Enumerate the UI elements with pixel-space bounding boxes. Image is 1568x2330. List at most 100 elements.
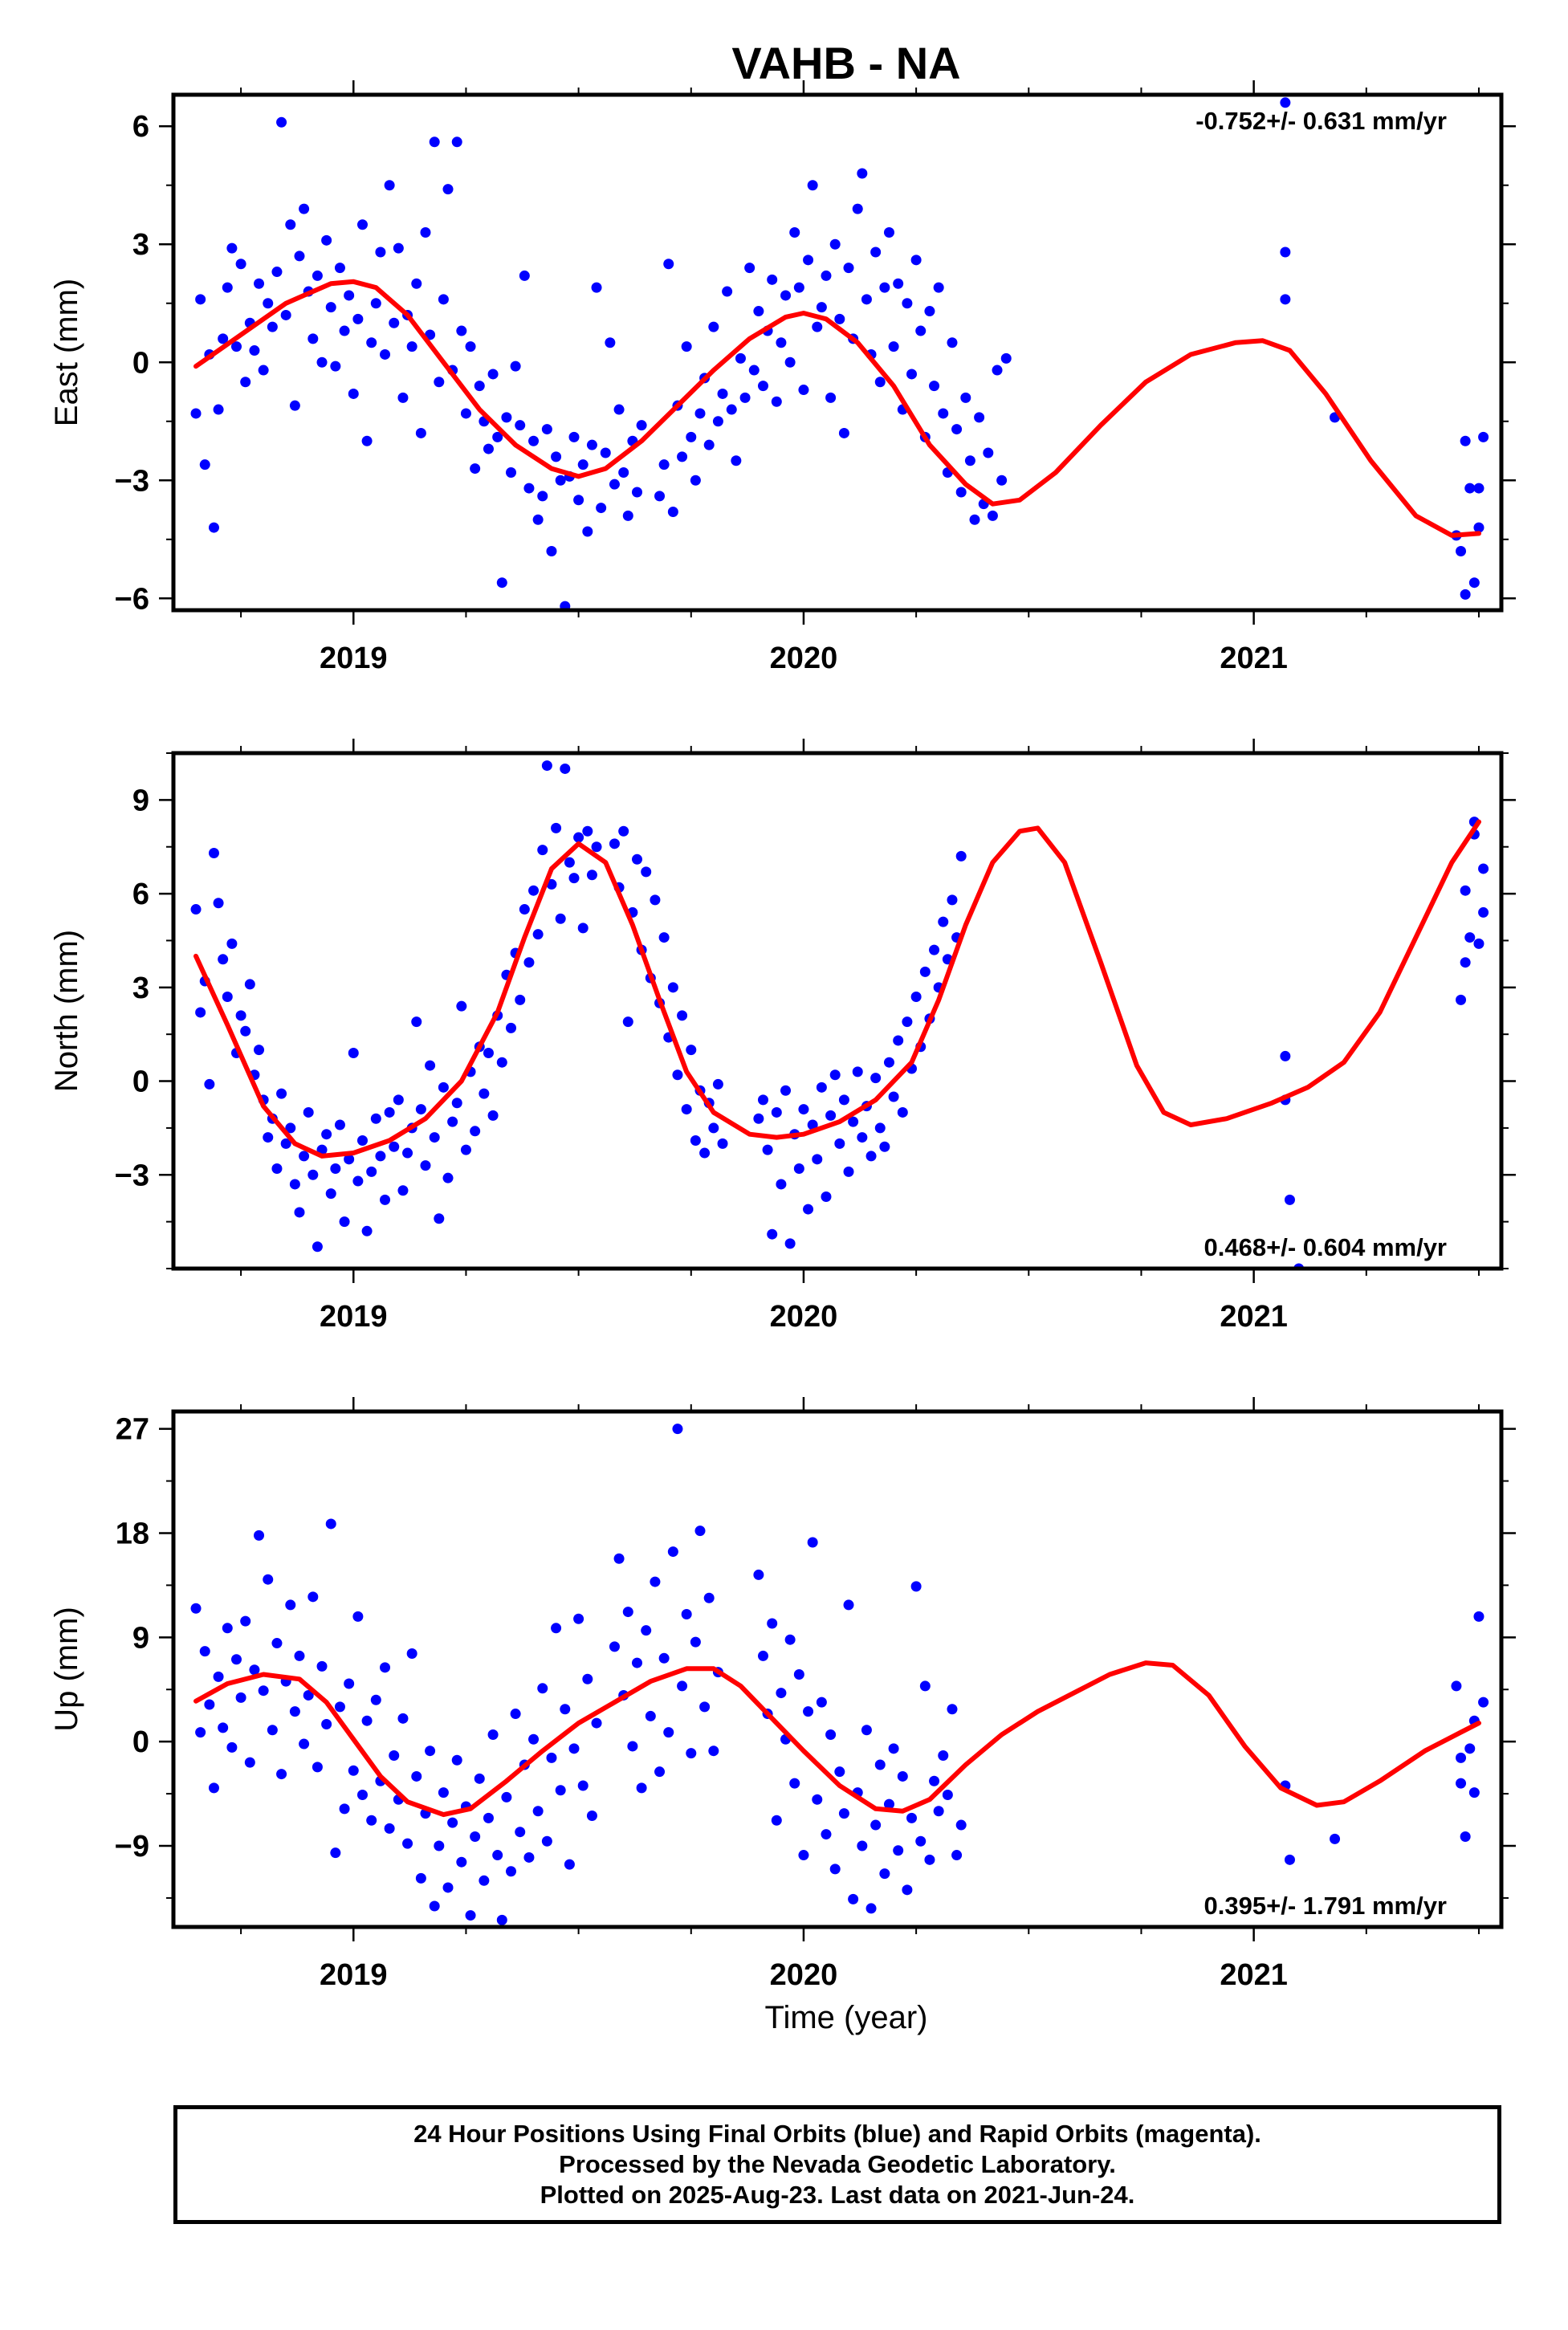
up-data-point xyxy=(254,1530,265,1541)
north-data-point xyxy=(312,1241,323,1253)
north-data-point xyxy=(280,1138,291,1149)
east-data-point xyxy=(429,136,440,148)
up-data-point xyxy=(879,1868,890,1880)
east-data-point xyxy=(708,321,719,332)
east-data-point xyxy=(370,298,381,309)
east-data-point xyxy=(893,278,904,289)
north-data-point xyxy=(339,1216,350,1228)
up-data-point xyxy=(812,1794,823,1805)
north-data-point xyxy=(753,1113,764,1124)
east-data-point xyxy=(857,168,868,179)
north-data-point xyxy=(235,1010,246,1021)
east-data-point xyxy=(492,431,503,442)
up-y-axis-label: Up (mm) xyxy=(49,1607,84,1732)
east-data-point xyxy=(906,369,918,380)
east-data-point xyxy=(528,435,540,446)
north-data-point xyxy=(717,1138,728,1149)
north-data-point xyxy=(190,904,202,915)
east-data-point xyxy=(852,203,863,214)
east-data-point xyxy=(334,263,345,274)
east-data-point xyxy=(361,435,373,446)
east-data-point xyxy=(722,286,733,297)
up-data-point xyxy=(821,1829,832,1840)
east-data-point xyxy=(861,294,872,305)
east-data-point xyxy=(870,246,882,258)
north-data-point xyxy=(865,1151,877,1162)
north-data-point xyxy=(1460,885,1471,896)
north-data-point xyxy=(356,1134,368,1146)
east-data-point xyxy=(411,278,422,289)
up-data-point xyxy=(609,1641,620,1652)
up-x-tick-label: 2021 xyxy=(1220,1958,1288,1992)
up-y-tick-label: 18 xyxy=(116,1517,149,1550)
north-data-point xyxy=(285,1122,296,1134)
east-y-tick-label: 0 xyxy=(132,346,149,380)
east-fit-line xyxy=(193,279,1481,538)
east-data-point xyxy=(226,242,238,254)
x-axis-label: Time (year) xyxy=(765,2000,928,2035)
east-data-point xyxy=(915,325,927,336)
up-data-point xyxy=(888,1743,899,1754)
north-data-point xyxy=(848,1116,859,1127)
north-data-point xyxy=(222,991,233,1002)
up-data-point xyxy=(848,1893,859,1904)
north-data-point xyxy=(893,1035,904,1046)
east-data-point xyxy=(731,455,742,466)
north-data-point xyxy=(1464,932,1476,943)
up-x-tick-label: 2019 xyxy=(320,1958,388,1992)
east-data-point xyxy=(420,227,431,238)
up-data-point xyxy=(474,1773,485,1784)
north-data-point xyxy=(294,1207,305,1218)
up-data-point xyxy=(816,1697,827,1708)
east-data-point xyxy=(983,447,994,458)
up-data-point xyxy=(465,1910,476,1921)
east-data-point xyxy=(460,408,471,419)
north-data-point xyxy=(776,1179,787,1190)
north-data-point xyxy=(208,848,219,859)
north-data-point xyxy=(330,1163,341,1174)
east-data-point xyxy=(573,495,584,506)
up-data-point xyxy=(411,1770,422,1782)
up-y-tick-label: 0 xyxy=(132,1725,149,1759)
north-data-point xyxy=(757,1094,768,1106)
north-data-point xyxy=(299,1151,310,1162)
up-data-point xyxy=(1284,1854,1295,1865)
up-data-point xyxy=(829,1864,841,1875)
north-data-point xyxy=(254,1045,265,1056)
up-data-point xyxy=(208,1782,219,1794)
up-data-point xyxy=(230,1654,242,1665)
east-data-point xyxy=(951,424,963,435)
up-y-tick-label: 27 xyxy=(116,1413,149,1447)
east-data-point xyxy=(947,337,958,348)
east-data-point xyxy=(316,356,328,368)
up-points xyxy=(190,1424,1489,1925)
east-data-point xyxy=(703,439,715,450)
up-data-point xyxy=(249,1664,260,1676)
east-data-point xyxy=(974,412,985,423)
north-data-point xyxy=(470,1126,481,1137)
up-data-point xyxy=(510,1709,521,1720)
up-data-point xyxy=(312,1762,323,1773)
east-data-point xyxy=(271,267,283,278)
east-data-point xyxy=(605,337,616,348)
east-data-point xyxy=(753,306,764,317)
north-data-point xyxy=(240,1025,251,1037)
east-data-point xyxy=(389,317,400,328)
east-data-point xyxy=(285,219,296,230)
north-fit-line xyxy=(193,819,1481,1159)
up-data-point xyxy=(294,1650,305,1661)
north-data-point xyxy=(397,1185,409,1196)
up-data-point xyxy=(258,1685,269,1697)
east-data-point xyxy=(658,459,670,470)
footer-line-2: Processed by the Nevada Geodetic Laborat… xyxy=(559,2150,1116,2178)
north-y-tick-label: 9 xyxy=(132,784,149,817)
east-data-point xyxy=(987,510,998,521)
up-data-point xyxy=(487,1729,499,1741)
east-data-point xyxy=(1000,352,1012,364)
up-data-point xyxy=(1468,1787,1480,1798)
east-data-point xyxy=(609,479,620,490)
up-data-point xyxy=(694,1525,706,1537)
up-data-point xyxy=(330,1847,341,1859)
north-data-point xyxy=(393,1094,404,1106)
up-data-point xyxy=(631,1657,642,1668)
